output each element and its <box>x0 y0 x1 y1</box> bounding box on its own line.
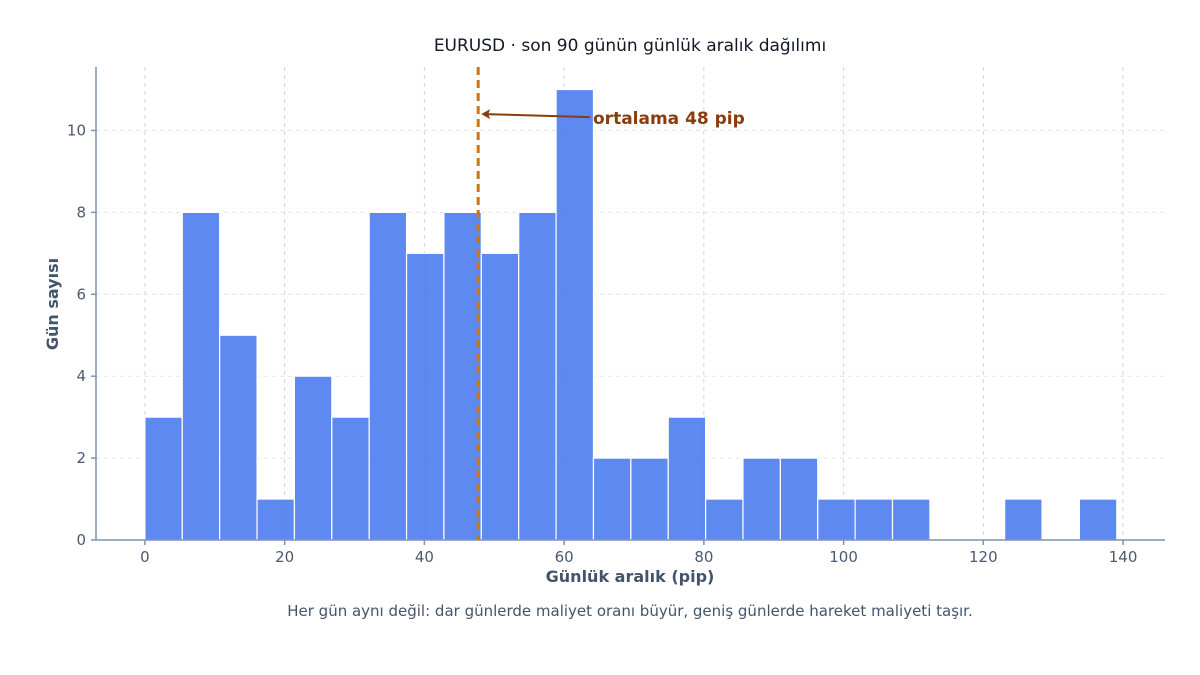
x-tick-label: 0 <box>140 548 150 566</box>
histogram-bar <box>256 498 296 541</box>
axes <box>95 67 1165 541</box>
histogram-bar <box>518 211 557 541</box>
x-tick-label: 120 <box>969 548 998 566</box>
chart-caption: Her gün aynı değil: dar günlerde maliyet… <box>287 602 973 620</box>
histogram-bar <box>219 334 258 541</box>
histogram-bar <box>480 252 520 541</box>
y-tick-label: 8 <box>76 203 86 221</box>
y-axis-title: Gün sayısı <box>43 258 62 350</box>
y-tick-label: 0 <box>76 531 86 549</box>
y-tick-label: 4 <box>76 367 86 385</box>
histogram-bar <box>293 375 333 541</box>
y-tick-label: 6 <box>76 285 86 303</box>
histogram-bar <box>705 498 744 541</box>
histogram-bar <box>630 457 669 541</box>
tick-labels: 0 20 40 60 80 100 120 140 0 2 4 6 8 10 <box>67 121 1137 566</box>
annotation-arrow <box>484 113 591 119</box>
bars <box>144 88 1118 541</box>
histogram-bar <box>854 498 894 541</box>
histogram-bar <box>181 211 221 541</box>
x-tick-label: 140 <box>1109 548 1138 566</box>
histogram-bar <box>331 416 370 541</box>
histogram-bar <box>592 457 632 541</box>
mean-annotation: ortalama 48 pip <box>593 109 745 129</box>
y-tick-label: 2 <box>76 449 86 467</box>
histogram-bar <box>891 498 931 541</box>
histogram-bar <box>817 498 856 541</box>
x-axis-title: Günlük aralık (pip) <box>546 567 715 586</box>
histogram-bar <box>1004 498 1043 541</box>
x-tick-label: 20 <box>275 548 294 566</box>
mean-marker: ortalama 48 pip <box>476 67 745 540</box>
arrow-head <box>481 109 491 120</box>
histogram-bar <box>555 88 595 541</box>
x-tick-label: 40 <box>415 548 434 566</box>
x-tick-label: 80 <box>694 548 713 566</box>
x-tick-label: 60 <box>555 548 574 566</box>
histogram-bar <box>779 457 819 541</box>
chart-title: EURUSD · son 90 günün günlük aralık dağı… <box>434 36 826 56</box>
y-tick-label: 10 <box>67 121 86 139</box>
histogram-bar <box>742 457 781 541</box>
histogram-bar <box>667 416 707 541</box>
histogram-bar <box>443 211 482 541</box>
histogram-bar <box>144 416 183 541</box>
histogram-bar <box>368 211 408 541</box>
histogram-bar <box>405 252 445 541</box>
x-tick-label: 100 <box>829 548 858 566</box>
histogram-bar <box>1078 498 1118 541</box>
